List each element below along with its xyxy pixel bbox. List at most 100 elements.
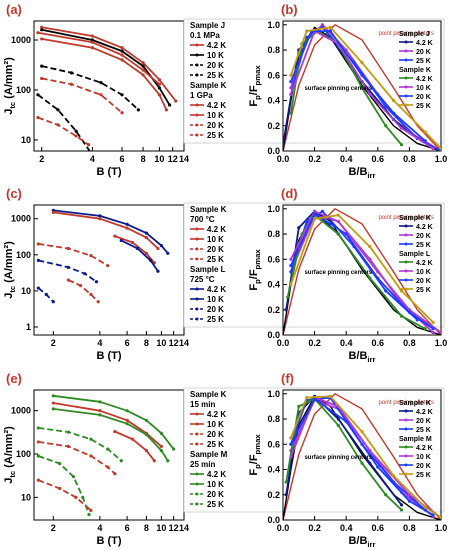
data-point: [289, 92, 293, 96]
data-point: [89, 292, 93, 297]
legend-label: 20 K: [207, 490, 224, 499]
y-tick-label: 0.6: [267, 254, 280, 264]
data-point: [98, 413, 102, 417]
data-point: [87, 143, 91, 147]
data-point: [36, 242, 40, 246]
y-axis-label: Jtc​ (A/mm²): [3, 241, 17, 299]
data-point: [439, 146, 441, 151]
data-point: [289, 257, 293, 261]
legend: Sample K 4.2 K 20 K 25 K Sample L 4.2 K 10 K 20…: [399, 215, 433, 294]
series-line: [53, 209, 169, 254]
data-point: [399, 289, 404, 293]
x-tick-label: 0.4: [340, 523, 353, 533]
x-tick-label: 0.6: [372, 338, 385, 348]
data-point: [106, 447, 110, 451]
data-point: [289, 263, 293, 268]
legend: Sample J 4.2 K 20 K 25 K Sample K 4.2 K 10 K 20…: [399, 31, 433, 110]
y-tick-label: 1.0: [267, 389, 280, 399]
data-point: [125, 409, 129, 413]
data-point: [399, 126, 404, 130]
legend-marker: [195, 297, 199, 301]
series-line: [53, 408, 169, 462]
data-point: [98, 409, 102, 413]
data-point: [284, 493, 288, 497]
data-point: [289, 455, 293, 459]
plot-area: [36, 208, 170, 304]
data-point: [144, 418, 149, 422]
legend-marker: [404, 103, 408, 107]
legend-heading: 700 °C: [190, 215, 215, 224]
legend-marker: [195, 412, 199, 416]
data-point: [289, 73, 293, 77]
legend-label: 4.2 K: [416, 76, 433, 83]
data-point: [159, 448, 164, 453]
legend-heading: 0.1 MPa: [190, 31, 220, 40]
legend-marker: [195, 287, 199, 291]
legend-label: 25 K: [207, 131, 224, 140]
x-axis-label: B (T): [96, 535, 121, 547]
data-point: [305, 29, 309, 33]
data-point: [36, 478, 40, 482]
legend-marker: [404, 85, 408, 89]
series-line: [53, 402, 162, 448]
legend-label: 10 K: [207, 235, 224, 244]
series-line: [38, 259, 97, 283]
x-tick-label: 8: [144, 523, 149, 533]
panel-label: (f): [281, 371, 294, 386]
data-point: [399, 314, 404, 318]
legend-label: 20 K: [416, 94, 431, 101]
plot-frame: [282, 389, 442, 521]
data-point: [157, 78, 161, 82]
legend-heading: 25 min: [190, 460, 215, 469]
data-point: [113, 234, 117, 238]
data-point: [407, 310, 411, 314]
legend-marker: [195, 73, 199, 77]
data-point: [392, 111, 396, 115]
data-point: [431, 330, 435, 335]
data-point: [174, 99, 178, 103]
x-tick-label: 2: [51, 338, 56, 348]
series-line: [41, 77, 123, 114]
data-point: [36, 115, 40, 120]
data-point: [289, 282, 293, 287]
data-point: [119, 238, 123, 243]
data-point: [144, 448, 149, 453]
legend-marker: [195, 237, 199, 241]
y-tick-label: 10: [21, 135, 31, 145]
data-point: [368, 92, 372, 96]
data-point: [368, 448, 372, 453]
data-point: [423, 139, 427, 143]
legend-marker: [404, 233, 408, 237]
data-point: [40, 28, 44, 32]
data-point: [168, 103, 172, 107]
plot-frame: [33, 20, 185, 152]
legend-marker: [195, 472, 199, 476]
legend-label: 25 K: [416, 58, 431, 65]
data-point: [336, 417, 340, 421]
data-point: [119, 459, 123, 463]
legend-marker: [195, 492, 199, 496]
data-point: [90, 34, 94, 38]
data-point: [384, 493, 388, 497]
y-axis-label: Jtc​ (A/mm²): [3, 426, 17, 484]
data-point: [157, 93, 161, 97]
legend-marker: [195, 502, 199, 506]
data-point: [89, 254, 93, 258]
data-point: [423, 327, 427, 331]
legend-label: 20 K: [416, 233, 431, 240]
x-axis-label: B (T): [96, 350, 121, 362]
data-point: [368, 245, 372, 249]
data-point: [156, 269, 160, 273]
y-tick-label: 1: [26, 322, 31, 332]
x-tick-label: 1.0: [435, 338, 448, 348]
x-axis-label: B/Birr​: [348, 535, 375, 549]
plot-area: [283, 23, 441, 151]
y-tick-label: 0.2: [267, 490, 280, 500]
legend-marker: [404, 76, 408, 80]
data-point: [399, 143, 404, 147]
legend-label: 20 K: [416, 278, 431, 285]
legend-heading: Sample K: [190, 81, 227, 90]
data-point: [399, 503, 404, 507]
x-tick-label: 0.2: [308, 338, 321, 348]
